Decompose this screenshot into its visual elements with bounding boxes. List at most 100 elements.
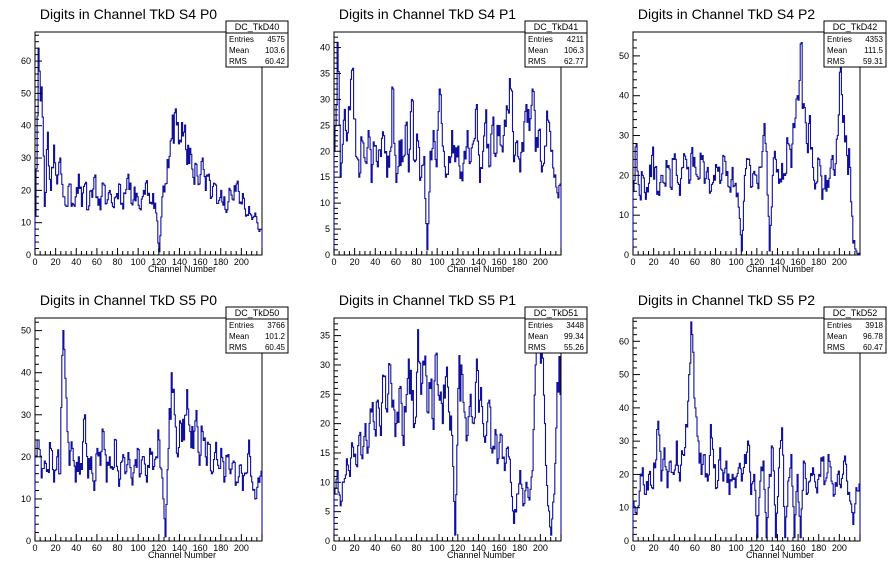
stats-label: Mean [229,332,249,341]
y-tick-label: 0 [624,250,629,260]
y-tick-label: 5 [325,224,330,234]
stats-label: Mean [827,332,847,341]
x-tick-label: 200 [234,543,249,553]
x-tick-label: 120 [749,257,764,267]
stats-name: DC_TkD42 [833,22,878,32]
x-tick-label: 200 [832,257,847,267]
y-tick-label: 10 [619,210,629,220]
stats-name: DC_TkD51 [534,308,579,318]
stats-value: 62.77 [564,57,585,66]
y-tick-label: 0 [26,536,31,546]
x-tick-label: 40 [71,257,81,267]
x-axis-label: Channel Number [148,550,216,560]
chart-title: Digits in Channel TkD S4 P0 [40,6,217,22]
y-tick-label: 10 [21,494,31,504]
histogram-series [333,41,562,255]
chart-panel: Digits in Channel TkD S4 P20 20 40 60 80 100 1… [619,6,887,274]
stats-value: 4211 [567,35,585,44]
x-tick-label: 140 [770,257,785,267]
x-tick-label: 160 [492,257,507,267]
x-tick-label: 80 [113,257,123,267]
chart-title: Digits in Channel TkD S5 P0 [40,292,217,308]
x-tick-label: 100 [729,257,744,267]
y-tick-label: 50 [619,370,629,380]
y-tick-label: 50 [21,326,31,336]
x-tick-label: 20 [649,257,659,267]
stats-name: DC_TkD50 [235,308,280,318]
x-tick-label: 160 [193,543,208,553]
x-tick-label: 100 [131,257,146,267]
x-axis-label: Channel Number [746,550,814,560]
x-axis-label: Channel Number [148,264,216,274]
x-tick-label: 80 [412,257,422,267]
x-tick-label: 120 [450,543,465,553]
histogram-series [632,321,861,541]
y-tick-label: 30 [320,360,330,370]
x-axis-label: Channel Number [746,264,814,274]
x-tick-label: 180 [512,543,527,553]
stats-box-frame [823,20,887,68]
stats-value: 4575 [267,35,285,44]
stats-box-frame [823,306,887,354]
y-tick-label: 40 [619,403,629,413]
stats-label: RMS [528,57,546,66]
stats-name: DC_TkD40 [235,22,280,32]
chart-title: Digits in Channel TkD S5 P2 [638,292,815,308]
x-tick-label: 80 [711,257,721,267]
y-tick-label: 40 [21,368,31,378]
stats-label: Entries [229,35,254,44]
x-tick-label: 80 [711,543,721,553]
stats-box-frame [225,20,289,68]
histogram-series [34,47,263,255]
stats-name: DC_TkD52 [833,308,878,318]
x-tick-label: 20 [51,543,61,553]
stats-box: DC_TkD52 Entries 3918 Mean 96.78 RMS 60.47 [823,306,887,354]
chart-panel: Digits in Channel TkD S5 P20 20 40 60 80 100 1… [619,292,887,560]
chart-panel: Digits in Channel TkD S5 P00 20 40 60 80 100 1… [21,292,289,560]
stats-value: 60.47 [863,343,884,352]
y-tick-label: 30 [21,153,31,163]
stats-value: 3766 [267,321,285,330]
y-tick-label: 5 [325,507,330,517]
x-tick-label: 60 [690,257,700,267]
y-tick-label: 35 [320,331,330,341]
x-tick-label: 200 [533,257,548,267]
x-tick-label: 140 [471,257,486,267]
stats-value: 60.45 [265,343,286,352]
chart-panel: Digits in Channel TkD S5 P10 20 40 60 80 100 1… [320,292,588,560]
y-tick-label: 0 [26,250,31,260]
x-tick-label: 60 [92,543,102,553]
y-tick-label: 30 [320,94,330,104]
histogram-series [632,42,861,256]
x-tick-label: 0 [32,543,37,553]
histogram-series [333,320,562,541]
x-tick-label: 160 [791,543,806,553]
y-tick-label: 40 [21,121,31,131]
x-tick-label: 100 [430,257,445,267]
stats-label: Entries [528,35,553,44]
stats-value: 96.78 [863,332,884,341]
x-tick-label: 200 [234,257,249,267]
stats-label: RMS [229,57,247,66]
stats-value: 4353 [865,35,883,44]
stats-label: RMS [229,343,247,352]
y-tick-label: 0 [325,536,330,546]
y-tick-label: 60 [619,336,629,346]
y-tick-label: 30 [21,410,31,420]
x-tick-label: 120 [749,543,764,553]
x-tick-label: 40 [370,543,380,553]
x-tick-label: 80 [412,543,422,553]
chart-panel: Digits in Channel TkD S4 P00 20 40 60 80 100 1… [21,6,289,274]
stats-box-frame [524,20,588,68]
x-tick-label: 140 [172,543,187,553]
stats-box: DC_TkD42 Entries 4353 Mean 111.5 RMS 59.31 [823,20,887,68]
y-tick-label: 20 [619,469,629,479]
y-tick-label: 30 [619,436,629,446]
chart-panel: Digits in Channel TkD S4 P10 20 40 60 80 100 1… [320,6,588,274]
y-tick-label: 50 [619,51,629,61]
x-tick-label: 60 [690,543,700,553]
chart-title: Digits in Channel TkD S4 P1 [339,6,516,22]
y-tick-label: 25 [320,389,330,399]
y-tick-label: 10 [320,477,330,487]
